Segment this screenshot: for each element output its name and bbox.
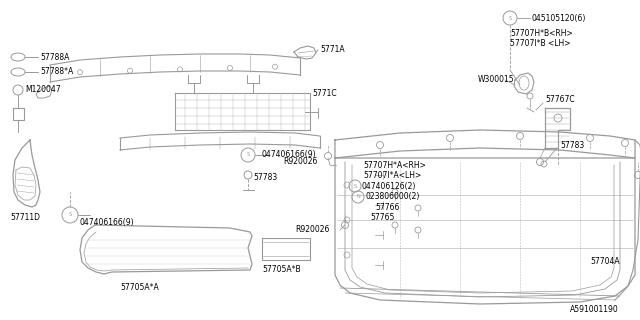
Text: 57765: 57765 bbox=[370, 213, 394, 222]
Text: 57704A: 57704A bbox=[590, 258, 620, 267]
Text: S: S bbox=[353, 183, 356, 188]
Text: 047406166(9): 047406166(9) bbox=[262, 150, 317, 159]
Text: M120047: M120047 bbox=[25, 85, 61, 94]
Text: A591001190: A591001190 bbox=[570, 306, 619, 315]
Text: 57766: 57766 bbox=[375, 204, 399, 212]
Text: 047406126(2): 047406126(2) bbox=[362, 181, 417, 190]
Text: 5771C: 5771C bbox=[312, 89, 337, 98]
Text: 047406166(9): 047406166(9) bbox=[80, 218, 134, 227]
Text: 57783: 57783 bbox=[560, 140, 584, 149]
Text: 023806000(2): 023806000(2) bbox=[365, 193, 419, 202]
Text: 045105120(6): 045105120(6) bbox=[532, 13, 586, 22]
Text: 57707I*A<LH>: 57707I*A<LH> bbox=[363, 172, 421, 180]
Text: 57705A*A: 57705A*A bbox=[120, 284, 159, 292]
Text: 57783: 57783 bbox=[253, 173, 277, 182]
Text: W300015: W300015 bbox=[478, 76, 515, 84]
Text: 57705A*B: 57705A*B bbox=[262, 266, 301, 275]
Text: S: S bbox=[508, 15, 511, 20]
Text: N: N bbox=[356, 195, 360, 199]
Text: R920026: R920026 bbox=[296, 226, 330, 235]
Text: 57767C: 57767C bbox=[545, 95, 575, 105]
Text: S: S bbox=[68, 212, 72, 218]
Text: 57711D: 57711D bbox=[10, 213, 40, 222]
Text: 57707I*B <LH>: 57707I*B <LH> bbox=[510, 39, 570, 49]
Text: 57788*A: 57788*A bbox=[40, 68, 73, 76]
Text: 57788A: 57788A bbox=[40, 52, 69, 61]
Text: 5771A: 5771A bbox=[320, 45, 344, 54]
Text: R920026: R920026 bbox=[284, 157, 318, 166]
Text: 57707H*B<RH>: 57707H*B<RH> bbox=[510, 28, 573, 37]
Text: S: S bbox=[246, 153, 250, 157]
Text: 57707H*A<RH>: 57707H*A<RH> bbox=[363, 162, 426, 171]
